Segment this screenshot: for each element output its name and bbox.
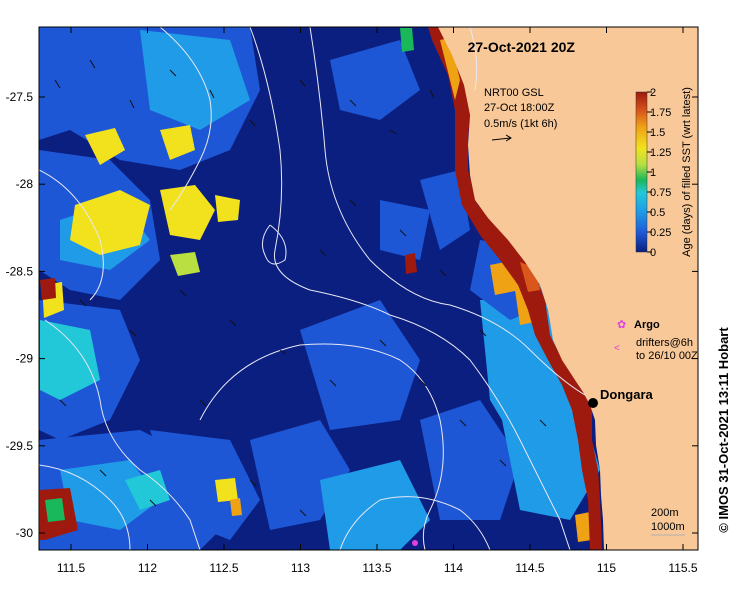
map-plot-area — [39, 27, 698, 550]
depth-legend-1000m: 1000m — [651, 521, 685, 533]
age-colorbar: 0 0.25 0.5 0.75 1 1.25 1.5 1.75 2 Age (days) of … — [635, 87, 693, 259]
colorbar-ticks: 0 0.25 0.5 0.75 1 1.25 1.5 1.75 2 — [647, 87, 671, 259]
colorbar-tick-label: 1.25 — [650, 147, 671, 159]
colorbar-gradient — [635, 91, 648, 253]
colorbar-tick-label: 0 — [650, 247, 656, 259]
y-tick-label: -30 — [16, 526, 34, 540]
x-tick-label: 112.5 — [209, 561, 238, 575]
latitude-axis: -27.5 -28 -28.5 -29 -29.5 -30 — [6, 90, 698, 540]
current-time-label: 27-Oct 18:00Z — [484, 102, 555, 114]
x-tick-label: 115.5 — [668, 561, 697, 575]
colorbar-label: Age (days) of filled SST (wrt latest) — [681, 87, 693, 257]
x-tick-label: 113 — [291, 561, 310, 575]
x-tick-label: 111.5 — [57, 561, 86, 575]
old-data-patches — [40, 28, 596, 542]
current-scale-arrow — [491, 137, 511, 141]
drifter-legend-symbol: < — [614, 343, 620, 354]
dongara-marker — [588, 398, 598, 408]
y-tick-label: -29.5 — [6, 439, 34, 453]
drifter-legend-line1: drifters@6h — [636, 337, 693, 349]
land — [438, 27, 698, 550]
y-tick-label: -28 — [16, 177, 34, 191]
argo-float-marker — [412, 540, 418, 546]
longitude-axis: 111.5 112 112.5 113 113.5 114 114.5 115 115.5 — [57, 27, 698, 575]
x-tick-label: 115 — [597, 561, 616, 575]
y-tick-label: -27.5 — [6, 90, 34, 104]
depth-contours — [39, 27, 586, 550]
drifter-legend-line2: to 26/10 00Z — [636, 350, 698, 362]
colorbar-tick-label: 1 — [650, 167, 656, 179]
argo-legend-symbol: ✿ — [617, 319, 626, 331]
colorbar-tick-label: 0.25 — [650, 227, 671, 239]
sst-age-patches — [39, 27, 600, 550]
colorbar-tick-label: 1.5 — [650, 127, 665, 139]
current-scale-label: 0.5m/s (1kt 6h) — [484, 118, 557, 130]
colorbar-tick-label: 0.5 — [650, 207, 665, 219]
map-title: 27-Oct-2021 20Z — [468, 39, 576, 55]
y-tick-label: -28.5 — [6, 264, 34, 278]
x-tick-label: 113.5 — [362, 561, 391, 575]
current-vectors — [54, 59, 547, 517]
current-source-label: NRT00 GSL — [484, 87, 544, 99]
colorbar-tick-label: 1.75 — [650, 107, 671, 119]
colorbar-tick-label: 0.75 — [650, 187, 671, 199]
depth-legend: 200m 1000m — [651, 507, 685, 536]
argo-legend-label: Argo — [634, 319, 660, 331]
y-tick-label: -29 — [16, 352, 34, 366]
x-tick-label: 112 — [138, 561, 157, 575]
imos-credit: © IMOS 31-Oct-2021 13:11 Hobart — [716, 327, 731, 533]
dongara-label: Dongara — [600, 387, 654, 402]
colorbar-tick-label: 2 — [650, 87, 656, 99]
current-reference-box: NRT00 GSL 27-Oct 18:00Z 0.5m/s (1kt 6h) — [484, 87, 557, 142]
observation-legend: ✿ Argo < drifters@6h to 26/10 00Z — [614, 319, 698, 362]
x-tick-label: 114.5 — [515, 561, 544, 575]
plot-frame — [38, 26, 699, 551]
x-tick-label: 114 — [444, 561, 463, 575]
depth-legend-200m: 200m — [651, 507, 679, 519]
